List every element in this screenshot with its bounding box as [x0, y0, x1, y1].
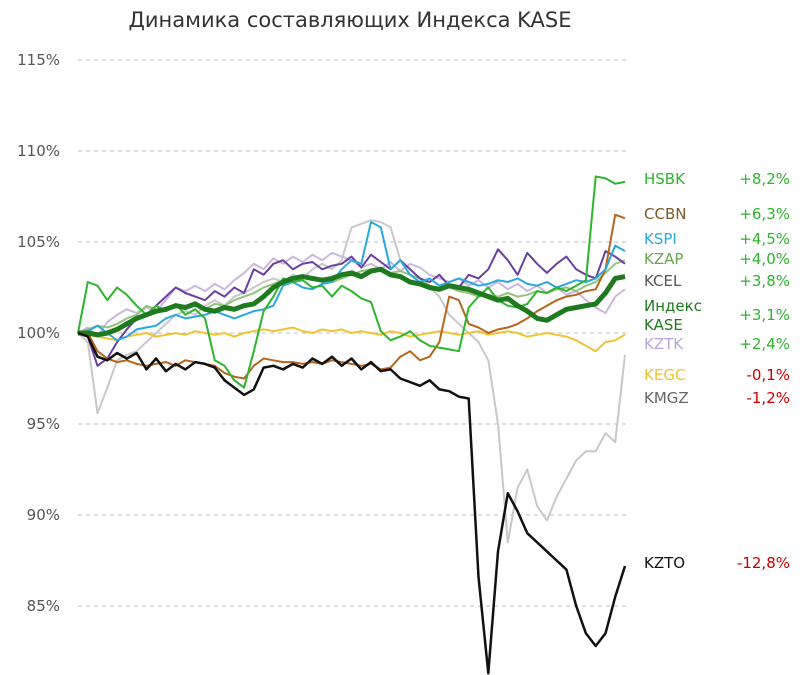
legend-change: +6,3% — [739, 205, 790, 223]
legend-name: CCBN — [644, 205, 686, 223]
y-tick-label: 105% — [17, 233, 60, 251]
legend-name: KCEL — [644, 272, 682, 290]
y-tick-label: 85% — [27, 597, 60, 615]
series-line-kegc — [77, 326, 626, 353]
series-line-kspi — [77, 221, 626, 342]
legend-name: KSPI — [644, 230, 677, 248]
legend-name: KZAP — [644, 250, 683, 268]
legend-change: +3,8% — [739, 272, 790, 290]
legend-change: -0,1% — [746, 366, 790, 384]
legend-name: Индекс KASE — [644, 297, 702, 334]
legend-name: KZTK — [644, 335, 684, 353]
legend-change: +8,2% — [739, 170, 790, 188]
series-line-hsbk — [77, 175, 626, 389]
legend-name: HSBK — [644, 170, 686, 188]
legend-change: +4,0% — [739, 250, 790, 268]
legend-name: KZTO — [644, 554, 685, 572]
y-tick-label: 115% — [17, 51, 60, 69]
legend: HSBK +8,2% CCBN +6,3% KSPI +4,5% KZAP +4,0% KCEL… — [644, 170, 790, 572]
series-line-индекс-kase — [78, 266, 626, 338]
legend-change: +2,4% — [739, 335, 790, 353]
legend-change: +4,5% — [739, 230, 790, 248]
series-lines — [77, 175, 627, 675]
legend-change: -12,8% — [737, 554, 790, 572]
y-tick-label: 110% — [17, 142, 60, 160]
grid — [78, 59, 628, 607]
series-line-kztk — [77, 251, 626, 338]
legend-change: +3,1% — [739, 306, 790, 324]
series-line-ccbn — [78, 213, 626, 380]
legend-name: KEGC — [644, 366, 685, 384]
y-tick-label: 90% — [27, 506, 60, 524]
legend-name: KMGZ — [644, 389, 689, 407]
series-line-kcel — [77, 248, 626, 367]
series-line-kzto — [77, 331, 627, 675]
y-axis-tick-labels: 85% 90% 95% 100% 105% 110% 115% — [17, 51, 60, 615]
series-line-kmgz — [77, 219, 626, 544]
chart-title: Динамика составляющих Индекса KASE — [128, 8, 572, 32]
y-tick-label: 100% — [17, 324, 60, 342]
y-tick-label: 95% — [27, 415, 60, 433]
legend-change: -1,2% — [746, 389, 790, 407]
